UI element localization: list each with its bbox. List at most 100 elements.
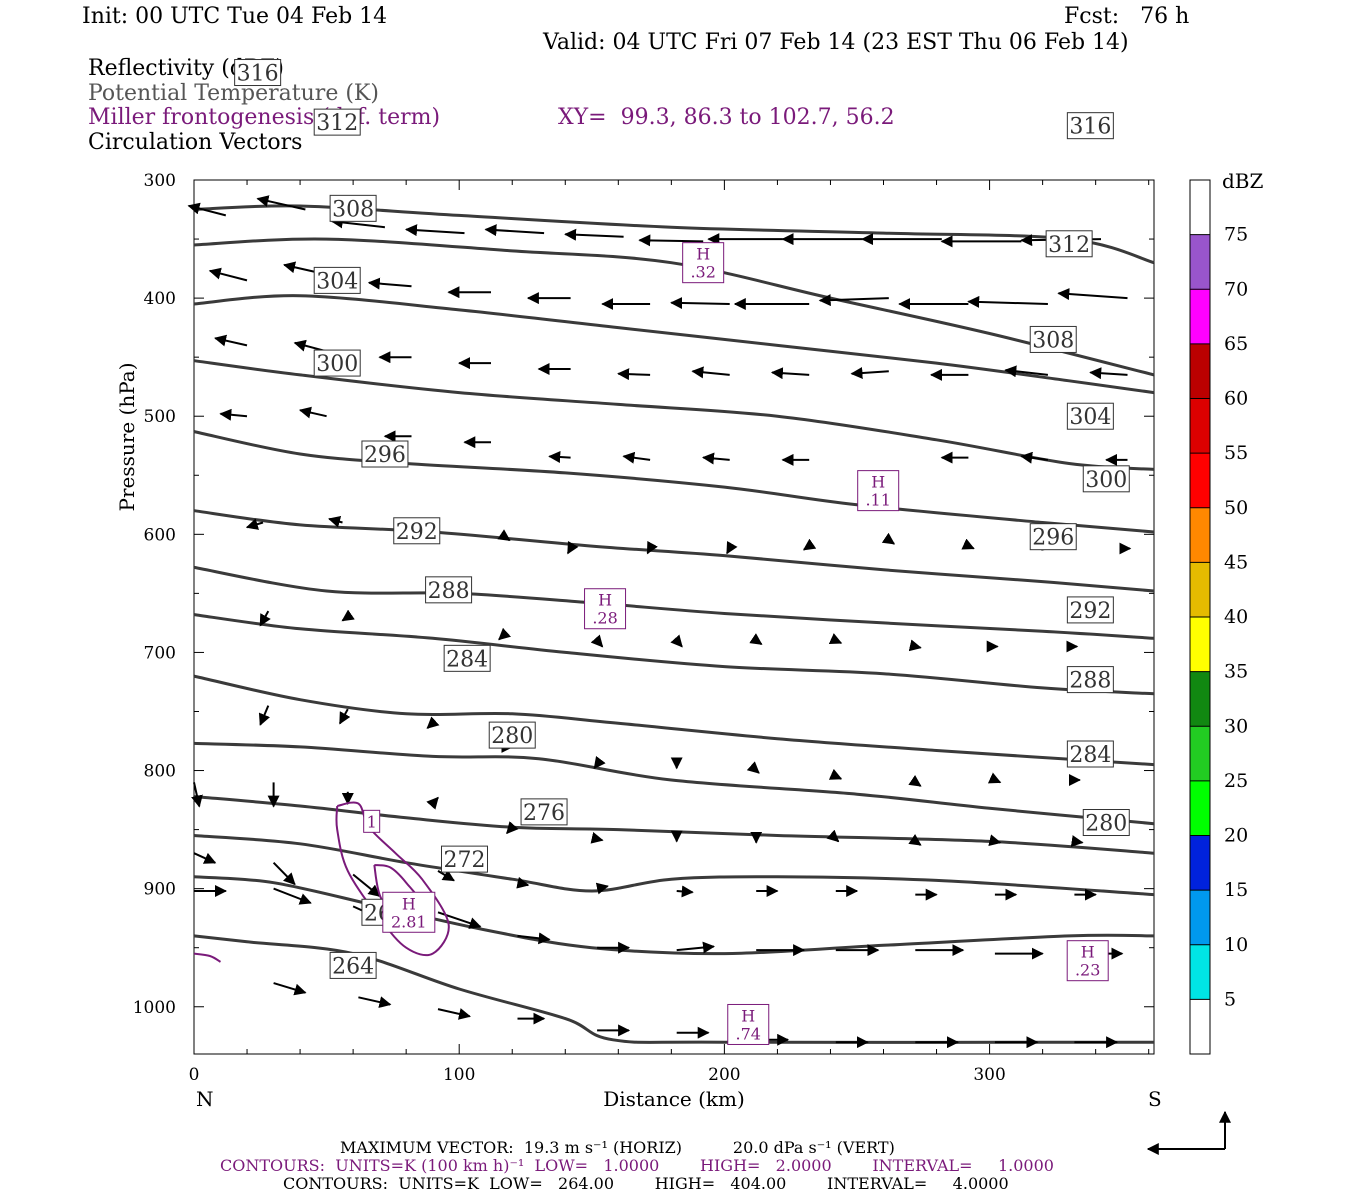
svg-text:312: 312 <box>1048 233 1090 258</box>
svg-text:284: 284 <box>1069 743 1111 768</box>
vector-18 <box>670 297 730 310</box>
vector-80 <box>191 782 203 808</box>
colorbar-label-40: 40 <box>1224 606 1248 628</box>
vector-63 <box>670 634 683 648</box>
vector-20 <box>818 294 889 307</box>
svg-text:H: H <box>1081 943 1095 962</box>
vector-77 <box>908 774 922 787</box>
theta-contour-292 <box>193 565 1155 640</box>
vector-61 <box>498 627 512 641</box>
theta-edge-label-4: 300 <box>1082 465 1130 493</box>
x-tick-label-300: 300 <box>973 1065 1005 1085</box>
colorbar-label-20: 20 <box>1224 825 1248 847</box>
colorbar-label-30: 30 <box>1224 715 1248 737</box>
vector-32 <box>850 367 889 379</box>
plot-frame <box>193 179 1155 1055</box>
vector-89 <box>908 833 922 846</box>
contours-black-text: CONTOURS: UNITS=K LOW= 264.00 HIGH= 404.… <box>283 1174 1009 1193</box>
theta-label-280: 280 <box>488 721 536 749</box>
colorbar-swatch-50 <box>1190 507 1210 563</box>
theta-edge-label-3: 304 <box>1066 402 1114 430</box>
vector-62 <box>590 634 604 648</box>
y-tick-label-700: 700 <box>144 643 176 663</box>
vector-84 <box>506 821 519 835</box>
reference-vector <box>1146 1110 1231 1155</box>
theta-edge-label-7: 288 <box>1066 666 1114 694</box>
colorbar-swatch-40 <box>1190 617 1210 672</box>
svg-text:304: 304 <box>1069 405 1111 430</box>
x-tick-label-0: 0 <box>189 1065 200 1085</box>
theta-contour-312 <box>193 237 1155 377</box>
theta-label-292: 292 <box>393 517 441 545</box>
vector-3 <box>405 224 465 237</box>
colorbar-swatch-45 <box>1190 562 1210 617</box>
vector-47 <box>245 518 264 530</box>
vector-0 <box>187 202 227 217</box>
colorbar-label-75: 75 <box>1224 224 1248 246</box>
colorbar-swatch-35 <box>1190 671 1210 727</box>
svg-text:308: 308 <box>1032 328 1074 353</box>
vector-75 <box>746 761 760 774</box>
axes: 0 100 200 300 300 400 500 600 700 800 900 1000 Dista… <box>115 171 1162 1111</box>
vector-97 <box>595 882 609 895</box>
colorbar-frame <box>1189 179 1211 1055</box>
vector-96 <box>516 876 530 889</box>
vector-36 <box>219 408 248 421</box>
y-tick-label-800: 800 <box>144 762 176 782</box>
theta-label-264: 264 <box>329 951 377 979</box>
vector-105 <box>273 887 312 905</box>
vector-83 <box>426 796 439 810</box>
colorbar-swatch-10 <box>1190 944 1210 1000</box>
colorbar: 75 70 65 60 55 50 45 40 35 30 25 20 15 10 5 dBZ <box>1189 169 1264 1055</box>
vector-110 <box>676 941 715 954</box>
valid-time: Valid: 04 UTC Fri 07 Feb 14 (23 EST Thu … <box>543 30 1129 55</box>
theta-contour-288 <box>193 613 1155 696</box>
theta-contour-276 <box>193 795 1155 855</box>
theta-label-288: 288 <box>425 576 473 604</box>
vector-52 <box>646 540 658 555</box>
vector-30 <box>691 366 730 379</box>
colorbar-swatch-65 <box>1190 343 1210 399</box>
svg-text:316: 316 <box>1069 115 1111 140</box>
vector-66 <box>908 639 922 652</box>
theta-contour-284 <box>193 674 1155 767</box>
frontogenesis-max-5: H.74 <box>727 1003 770 1045</box>
vector-23 <box>1057 288 1128 301</box>
vector-56 <box>961 538 975 550</box>
svg-text:H: H <box>741 1006 755 1025</box>
y-tick-label-1000: 1000 <box>133 998 176 1018</box>
vector-1 <box>256 195 306 211</box>
vector-71 <box>426 716 440 729</box>
svg-text:H: H <box>402 894 416 913</box>
svg-text:284: 284 <box>446 647 488 672</box>
circulation-vectors <box>187 195 1132 1049</box>
frontogenesis-max-1: H.11 <box>857 470 900 512</box>
frontogenesis-max-0: H.32 <box>682 242 725 284</box>
theta-contour-300 <box>193 430 1155 534</box>
vector-92 <box>193 852 217 864</box>
vector-64 <box>749 633 763 646</box>
theta-label-284: 284 <box>443 644 491 672</box>
theta-contour-308 <box>193 294 1155 395</box>
theta-label-312: 312 <box>313 108 361 136</box>
colorbar-label-35: 35 <box>1224 661 1248 683</box>
vector-55 <box>881 532 896 545</box>
svg-text:264: 264 <box>332 954 374 979</box>
colorbar-swatch-75 <box>1190 234 1210 290</box>
vector-6 <box>638 234 704 247</box>
max-vector-text: MAXIMUM VECTOR: 19.3 m s⁻¹ (HORIZ) 20.0 … <box>340 1138 895 1157</box>
vector-93 <box>272 861 296 886</box>
colorbar-title: dBZ <box>1222 169 1264 193</box>
svg-text:288: 288 <box>428 579 470 604</box>
field-theta: Potential Temperature (K) <box>88 81 379 106</box>
svg-text:280: 280 <box>491 724 533 749</box>
vector-4 <box>484 224 545 237</box>
vector-85 <box>590 831 604 844</box>
vector-60 <box>341 609 355 622</box>
theta-edge-label-9: 280 <box>1082 809 1130 837</box>
frontogenesis-max-2: H.28 <box>584 588 627 630</box>
svg-text:304: 304 <box>316 269 358 294</box>
theta-label-272: 272 <box>440 845 488 873</box>
svg-text:296: 296 <box>1032 526 1074 551</box>
